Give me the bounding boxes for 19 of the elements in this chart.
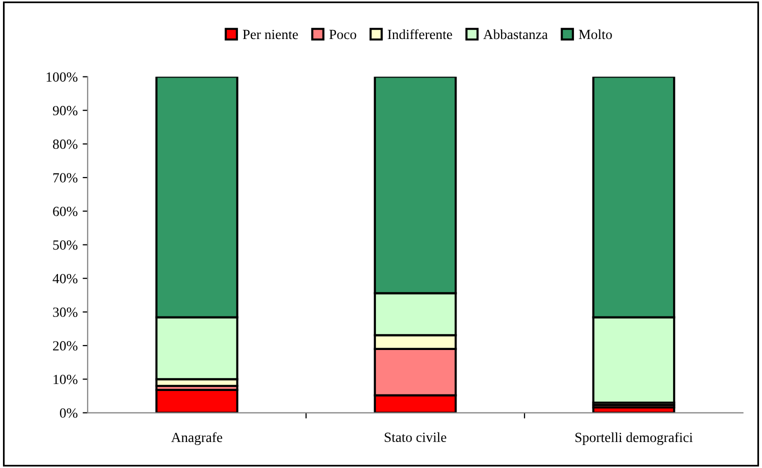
y-tick-label: 10% (54, 374, 78, 384)
x-tick-label: Stato civile (384, 432, 446, 442)
y-tick-label: 90% (52, 106, 78, 116)
y-tick-label: 0% (60, 408, 78, 418)
legend-label: Molto (578, 29, 612, 40)
legend-label: Indifferente (388, 29, 452, 40)
y-tick-label: 70% (53, 173, 78, 183)
y-tick-label: 40% (52, 274, 78, 284)
y-tick-label: 80% (52, 140, 78, 149)
legend-label: Per niente (242, 30, 298, 40)
x-tick-label: Sportelli demografici (575, 432, 693, 445)
legend-label: Abbastanza (483, 29, 548, 40)
x-tick-label: Anagrafe (171, 432, 222, 445)
y-tick-label: 50% (53, 240, 78, 250)
legend-label: Poco (329, 30, 356, 40)
y-tick-label: 60% (53, 206, 78, 216)
y-tick-label: 30% (53, 308, 78, 317)
y-tick-label: 20% (53, 341, 78, 351)
y-tick-label: 100% (46, 72, 78, 82)
